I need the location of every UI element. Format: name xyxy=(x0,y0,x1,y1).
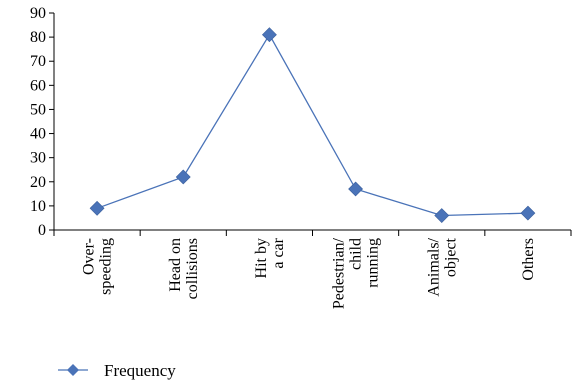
x-category-label-line: Pedestrian/ xyxy=(331,237,348,309)
x-category-label: Pedestrian/childrunning xyxy=(331,237,382,309)
legend-marker-diamond xyxy=(67,364,79,376)
x-category-label-line: running xyxy=(365,238,382,288)
x-category-label: Over-speeding xyxy=(81,238,115,295)
x-category-label-line: Over- xyxy=(81,238,98,275)
y-tick-label: 20 xyxy=(30,174,46,191)
y-tick-label: 70 xyxy=(30,53,46,70)
x-category-label: Hit bya car xyxy=(253,237,287,278)
data-point-marker xyxy=(89,200,105,216)
x-category-label-line: a car xyxy=(270,237,287,268)
x-category-label-line: Others xyxy=(520,238,537,281)
y-tick-label: 50 xyxy=(30,101,46,118)
x-category-label-line: speeding xyxy=(98,238,115,295)
data-point-marker xyxy=(434,208,450,223)
x-category-label: Head oncollisions xyxy=(167,238,201,299)
x-category-label-line: Hit by xyxy=(253,238,270,278)
y-tick-label: 0 xyxy=(38,222,46,239)
x-category-label-line: child xyxy=(348,238,365,270)
legend-label-frequency: Frequency xyxy=(104,361,176,380)
y-tick-label: 80 xyxy=(30,29,46,46)
y-axis-ticks: 0 10 20 30 40 50 60 70 80 90 xyxy=(30,5,54,239)
x-category-label-line: Animals/ xyxy=(425,237,442,296)
axes xyxy=(53,13,571,231)
x-axis-categories: Over-speeding Head oncollisions Hit bya ca… xyxy=(53,230,572,309)
y-tick-label: 10 xyxy=(30,198,46,215)
y-tick-label: 60 xyxy=(30,77,46,94)
y-tick-label: 40 xyxy=(30,126,46,143)
series-line-frequency xyxy=(96,33,528,217)
x-category-label-line: object xyxy=(442,237,459,277)
series-frequency xyxy=(89,27,536,223)
data-point-marker xyxy=(520,205,536,221)
x-category-label: Others xyxy=(520,238,537,281)
x-category-label-line: collisions xyxy=(184,238,201,299)
x-category-label: Animals/object xyxy=(425,237,459,296)
data-point-marker xyxy=(261,27,277,43)
data-point-marker xyxy=(348,181,364,197)
y-tick-label: 30 xyxy=(30,150,46,167)
data-point-marker xyxy=(175,169,191,185)
y-tick-label: 90 xyxy=(30,5,46,22)
legend: Frequency xyxy=(58,361,176,380)
x-category-label-line: Head on xyxy=(167,238,184,292)
